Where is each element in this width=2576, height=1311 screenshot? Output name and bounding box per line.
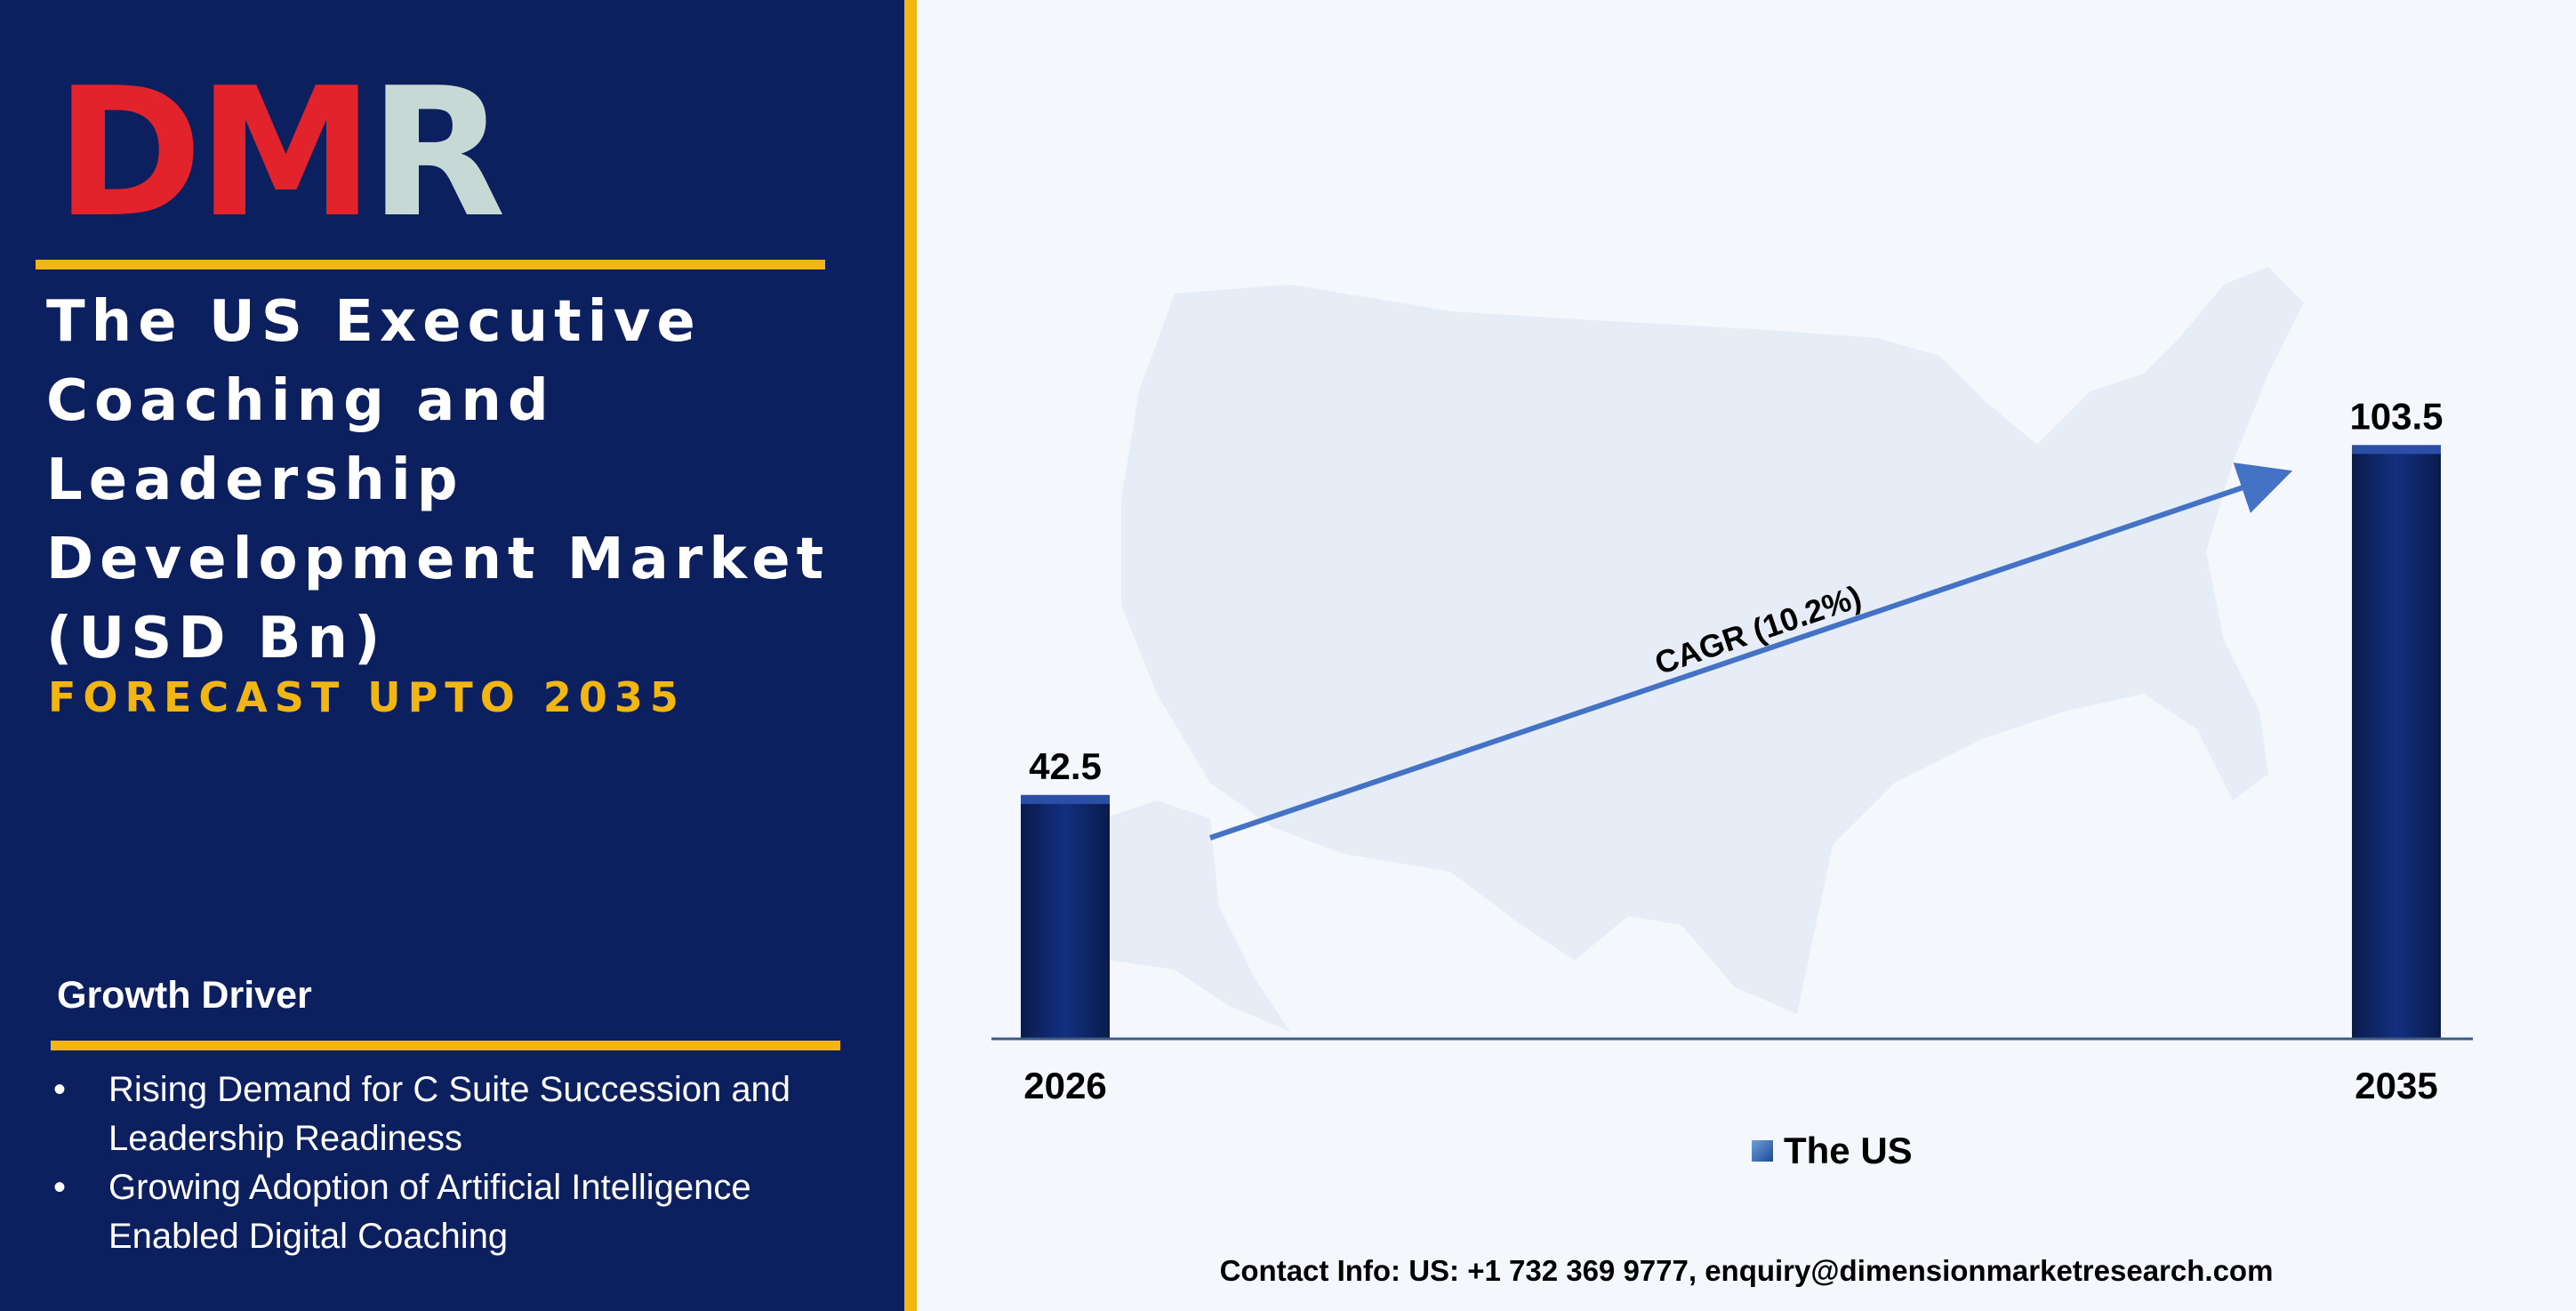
report-title: The US Executive Coaching and Leadership… (46, 289, 831, 672)
bar-cap-2035 (2352, 445, 2441, 454)
growth-driver-item: • Growing Adoption of Artificial Intelli… (53, 1163, 871, 1261)
growth-driver-text: Growing Adoption of Artificial Intellige… (108, 1168, 751, 1256)
growth-driver-heading: Growth Driver (57, 974, 312, 1017)
bar-cap-2026 (1021, 794, 1110, 804)
left-panel (0, 0, 904, 1311)
us-map-silhouette (1121, 267, 2304, 1014)
data-label-2026: 42.5 (1029, 745, 1102, 787)
growth-driver-text: Rising Demand for C Suite Succession and… (108, 1070, 791, 1158)
logo-letter-m: M (197, 50, 374, 257)
growth-driver-list: • Rising Demand for C Suite Succession a… (53, 1066, 871, 1261)
chart-legend: The US (1752, 1130, 1913, 1172)
x-tick-label-2035: 2035 (2355, 1065, 2437, 1106)
bullet-icon: • (53, 1168, 67, 1207)
cagr-arrow (1209, 462, 2293, 840)
legend-label: The US (1784, 1130, 1913, 1171)
bar-2035 (2352, 445, 2441, 1039)
bars-layer: 42.5 2026 103.5 2035 (1021, 395, 2444, 1106)
gold-divider (904, 0, 917, 1311)
contact-info: Contact Info: US: +1 732 369 9777, enqui… (1219, 1254, 2274, 1287)
title-rule (36, 260, 825, 269)
alaska-silhouette (1068, 800, 1290, 1032)
bullet-icon: • (53, 1070, 67, 1109)
growth-driver-item: • Rising Demand for C Suite Succession a… (53, 1066, 871, 1163)
logo-wordmark: DMR (55, 65, 506, 243)
dmr-logo: DMR (55, 65, 506, 243)
legend-swatch-icon (1752, 1140, 1773, 1162)
logo-letter-d: D (55, 50, 203, 257)
report-subtitle: FORECAST UPTO 2035 (48, 673, 686, 721)
data-label-2035: 103.5 (2349, 395, 2443, 437)
logo-letter-r: R (369, 50, 506, 257)
bar-2026 (1021, 794, 1110, 1039)
x-tick-label-2026: 2026 (1023, 1065, 1106, 1106)
growth-driver-rule (51, 1041, 840, 1050)
